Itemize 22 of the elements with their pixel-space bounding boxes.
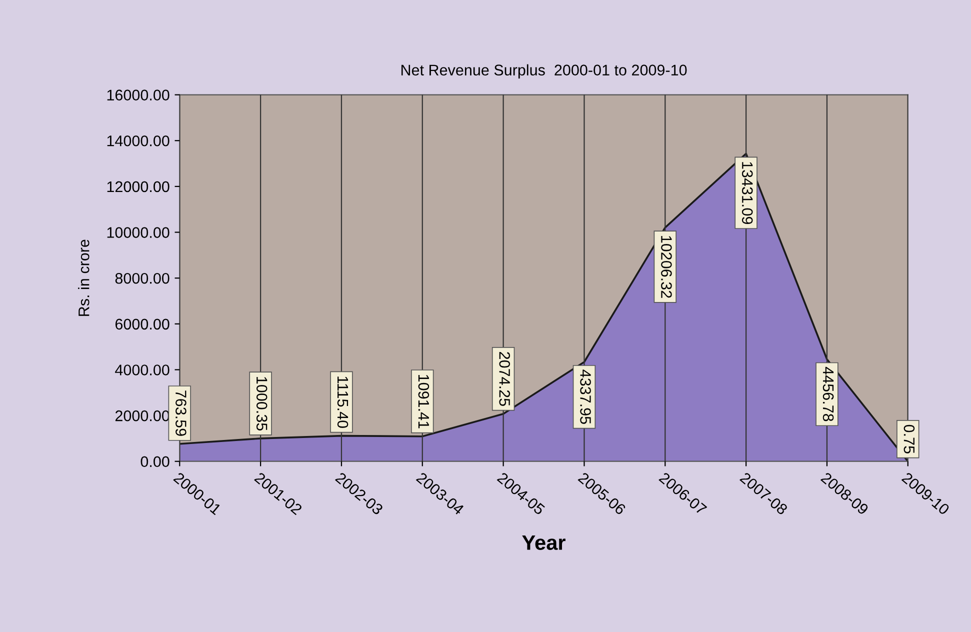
data-label: 4456.78 [822,366,834,422]
chart-title: Net Revenue Surplus 2000-01 to 2009-10 [401,64,687,79]
data-label: 2074.25 [499,352,510,406]
data-label: 13431.09 [742,162,753,224]
y-tick-label: 2000.00 [115,410,170,422]
data-label: 1091.41 [418,374,430,428]
y-tick-label: 10000.00 [107,227,170,238]
y-axis-title: Rs. in crore [78,240,90,316]
y-tick-label: 16000.00 [107,90,170,100]
y-tick-label: 14000.00 [107,135,170,146]
y-tick-label: 6000.00 [115,318,170,330]
y-tick-label: 8000.00 [115,272,170,284]
data-label: 4337.95 [580,370,591,424]
y-tick-label: 12000.00 [107,181,170,192]
data-label: 1115.40 [337,376,348,428]
y-tick-label: 0.00 [140,456,170,468]
data-label: 0.75 [904,424,915,454]
x-axis-title: Year [522,535,566,550]
data-label: 1000.35 [256,377,268,430]
data-label: 10206.32 [661,236,672,298]
data-label: 763.59 [176,390,186,436]
y-tick-label: 4000.00 [115,364,170,376]
